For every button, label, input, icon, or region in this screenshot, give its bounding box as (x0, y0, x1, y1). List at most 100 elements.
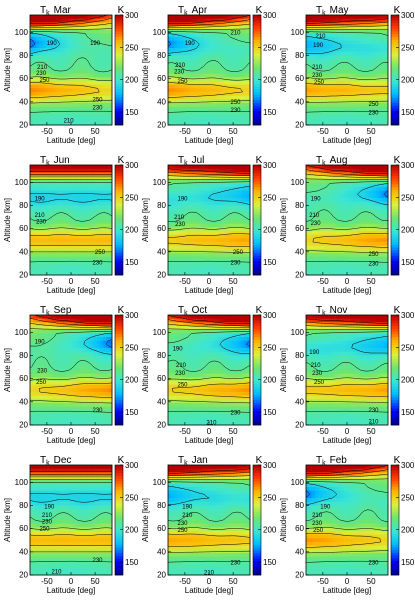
heatmap-cell (94, 114, 98, 119)
heatmap-cell (335, 194, 339, 199)
colorbar-step (391, 28, 399, 32)
heatmap-cell (211, 73, 216, 78)
heatmap-cell (62, 106, 66, 111)
heatmap-cell (30, 267, 34, 272)
heatmap-cell (314, 55, 319, 60)
heatmap-cell (311, 37, 316, 42)
heatmap-cell (41, 264, 45, 269)
heatmap-cell (73, 26, 78, 31)
heatmap-cell (338, 44, 342, 49)
heatmap-cell (232, 260, 236, 265)
heatmap-cell (223, 249, 227, 254)
heatmap-cell (367, 55, 371, 60)
heatmap-cell (314, 114, 319, 119)
heatmap-cell (62, 256, 66, 261)
heatmap-cell (358, 37, 362, 42)
heatmap-cell (209, 33, 213, 38)
heatmap-cell (223, 110, 227, 115)
heatmap-cell (197, 201, 201, 206)
heatmap-cell (320, 18, 324, 23)
heatmap-cell (370, 121, 374, 126)
heatmap-cell (209, 103, 213, 108)
colorbar-step (115, 105, 123, 109)
heatmap-cell (232, 168, 236, 173)
heatmap-cell (176, 22, 181, 27)
heatmap-cell (59, 183, 63, 188)
heatmap-cell (223, 223, 227, 228)
heatmap-cell (347, 55, 351, 60)
heatmap-cell (91, 121, 95, 126)
heatmap-cell (176, 183, 181, 188)
heatmap-cell (65, 227, 69, 232)
heatmap-cell (385, 95, 389, 100)
heatmap-cell (100, 40, 104, 45)
heatmap-cell (168, 48, 172, 53)
heatmap-cell (85, 205, 89, 210)
heatmap-cell (100, 253, 104, 258)
heatmap-cell (376, 70, 380, 75)
heatmap-cell (206, 264, 210, 269)
heatmap-cell (341, 55, 345, 60)
heatmap-cell (103, 117, 107, 122)
heatmap-cell (220, 249, 224, 254)
heatmap-cell (197, 22, 201, 27)
heatmap-cell (206, 168, 210, 173)
heatmap-cell (229, 18, 233, 23)
colorbar-tick-label: 200 (263, 226, 277, 235)
heatmap-cell (217, 267, 222, 272)
heatmap-cell (182, 66, 186, 71)
heatmap-cell (226, 15, 230, 20)
heatmap-cell (223, 70, 227, 75)
heatmap-cell (30, 81, 34, 86)
colorbar-step (253, 39, 261, 43)
heatmap-cell (182, 216, 186, 221)
heatmap-cell (209, 44, 213, 49)
heatmap-cell (217, 59, 222, 64)
colorbar-step (253, 272, 261, 276)
heatmap-cell (179, 231, 183, 236)
heatmap-cell (317, 209, 321, 214)
heatmap-cell (44, 117, 48, 122)
heatmap-cell (209, 168, 213, 173)
heatmap-cell (355, 117, 360, 122)
heatmap-cell (97, 62, 101, 67)
heatmap-cell (317, 201, 321, 206)
heatmap-cell (385, 117, 389, 122)
colorbar-step (115, 264, 123, 268)
heatmap-cell (88, 249, 92, 254)
heatmap-cell (82, 205, 86, 210)
heatmap-cell (71, 194, 75, 199)
heatmap-cell (235, 238, 239, 243)
heatmap-cell (341, 187, 345, 192)
heatmap-cell (50, 33, 54, 38)
heatmap-cell (185, 55, 189, 60)
heatmap-cell (352, 106, 357, 111)
contour-label: 190 (47, 41, 58, 47)
heatmap-cell (232, 51, 236, 56)
heatmap-cell (35, 176, 40, 181)
heatmap-cell (220, 106, 224, 111)
heatmap-cell (214, 245, 219, 250)
heatmap-cell (30, 37, 34, 42)
heatmap-cell (329, 194, 333, 199)
heatmap-cell (241, 231, 245, 236)
colorbar-tick-label: 300 (263, 11, 277, 20)
heatmap-cell (344, 190, 348, 195)
heatmap-cell (32, 253, 37, 258)
heatmap-cell (62, 59, 66, 64)
heatmap-cell (229, 223, 233, 228)
heatmap-cell (94, 190, 98, 195)
heatmap-cell (352, 15, 357, 20)
heatmap-cell (238, 216, 242, 221)
heatmap-cell (306, 44, 310, 49)
heatmap-cell (241, 117, 245, 122)
heatmap-cell (206, 110, 210, 115)
heatmap-cell (326, 73, 330, 78)
heatmap-cell (244, 223, 248, 228)
heatmap-cell (76, 70, 81, 75)
heatmap-cell (247, 114, 251, 119)
heatmap-cell (79, 234, 84, 239)
heatmap-cell (361, 95, 365, 100)
contour-label: 230 (230, 260, 241, 266)
heatmap-cell (229, 29, 233, 34)
